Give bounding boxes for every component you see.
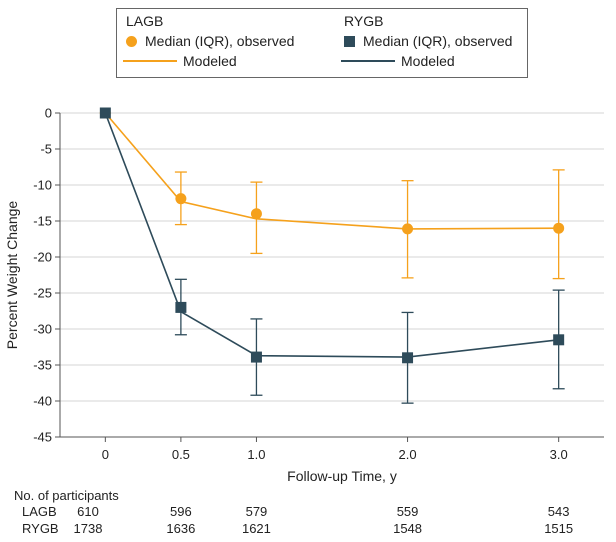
participants-count: 559	[396, 504, 419, 519]
line-swatch-icon	[123, 60, 177, 62]
participants-count: 1738	[73, 521, 103, 536]
grid-lines	[60, 112, 604, 438]
legend-item-rygb-modeled: Modeled	[341, 53, 455, 69]
x-tick-label: 2.0	[399, 447, 417, 462]
y-tick-label: -40	[33, 394, 52, 409]
y-tick-label: -10	[33, 178, 52, 193]
participants-title: No. of participants	[14, 488, 119, 503]
y-tick-label: -30	[33, 322, 52, 337]
y-tick-label: -25	[33, 286, 52, 301]
lagb-point	[175, 193, 187, 205]
x-tick-label: 1.0	[247, 447, 265, 462]
square-marker-icon	[344, 35, 355, 47]
participants-count: 596	[170, 504, 192, 519]
legend-label: Modeled	[183, 53, 237, 69]
series-layer	[99, 107, 565, 404]
legend-group-title: RYGB	[344, 13, 384, 29]
participants-count: 543	[547, 504, 570, 519]
legend-group-title: LAGB	[126, 13, 164, 29]
legend-item-lagb-modeled: Modeled	[123, 53, 237, 69]
x-tick-label: 0	[102, 447, 109, 462]
axes: 0 -5 -10 -15 -20 -25 -30 -35 -40 -45 0 0.5 1.0 2.0 3.0	[33, 106, 604, 462]
rygb-point	[553, 334, 565, 346]
legend-item-lagb-observed: Median (IQR), observed	[126, 33, 294, 49]
x-axis-title: Follow-up Time, y	[287, 468, 397, 484]
legend-label: Median (IQR), observed	[363, 33, 513, 49]
participants-count: 579	[245, 504, 268, 519]
y-tick-label: -5	[40, 142, 52, 157]
x-tick-label: 0.5	[172, 447, 190, 462]
participants-count: 1515	[544, 521, 574, 536]
modeled-line-rygb	[104, 112, 559, 358]
participants-count: 1636	[166, 521, 196, 536]
legend-item-rygb-observed: Median (IQR), observed	[344, 33, 512, 49]
rygb-point	[250, 351, 262, 363]
participants-count: 610	[77, 504, 99, 519]
participants-count: 1548	[393, 521, 423, 536]
lagb-point	[250, 208, 262, 220]
participants-count: 1621	[241, 521, 271, 536]
line-swatch-icon	[341, 60, 395, 62]
rygb-point	[175, 301, 187, 313]
rygb-point	[99, 107, 111, 119]
rygb-point	[402, 352, 414, 364]
y-tick-label: 0	[45, 106, 52, 121]
y-tick-label: -35	[33, 358, 52, 373]
participants-row-label: LAGB	[22, 504, 57, 519]
circle-marker-icon	[126, 35, 137, 47]
y-tick-label: -45	[33, 430, 52, 445]
modeled-line-lagb	[104, 112, 559, 230]
y-axis-title: Percent Weight Change	[4, 201, 20, 350]
y-tick-label: -20	[33, 250, 52, 265]
legend-label: Modeled	[401, 53, 455, 69]
lagb-point	[402, 223, 414, 235]
lagb-point	[553, 222, 565, 234]
y-tick-label: -15	[33, 214, 52, 229]
legend: LAGB Median (IQR), observed Modeled RYGB…	[116, 8, 528, 78]
participants-row-label: RYGB	[22, 521, 59, 536]
legend-label: Median (IQR), observed	[145, 33, 295, 49]
x-tick-label: 3.0	[550, 447, 568, 462]
